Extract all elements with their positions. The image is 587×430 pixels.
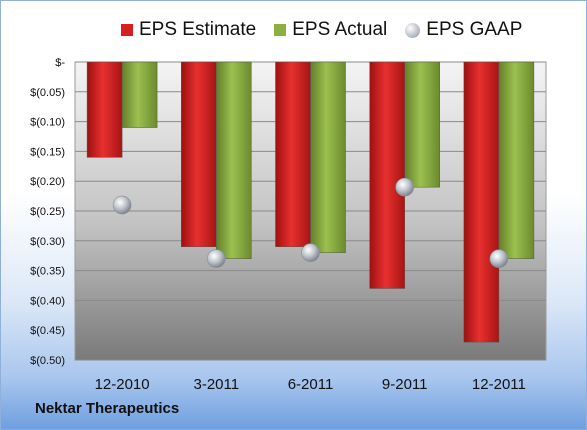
legend-swatch-eps-estimate	[121, 24, 133, 36]
y-tick-label: $(0.25)	[30, 206, 65, 218]
bar-eps-actual	[216, 61, 252, 259]
legend-item-eps-actual: EPS Actual	[274, 19, 387, 41]
marker-eps-gaap	[489, 249, 509, 268]
y-tick-label: $(0.10)	[30, 117, 65, 129]
marker-eps-gaap	[395, 177, 415, 197]
y-tick-label: $(0.45)	[30, 325, 65, 337]
bar-eps-estimate	[275, 61, 311, 248]
y-tick-label: $(0.05)	[30, 87, 65, 99]
x-tick-label: 12-2011	[472, 376, 526, 393]
y-tick-label: $-	[55, 57, 65, 69]
y-tick-label: $(0.20)	[30, 176, 65, 188]
legend-label-eps-actual: EPS Actual	[292, 19, 388, 40]
y-tick-label: $(0.50)	[30, 355, 65, 367]
y-tick-label: $(0.35)	[30, 266, 65, 278]
bar-eps-estimate	[463, 61, 500, 343]
legend-label-eps-gaap: EPS GAAP	[426, 19, 523, 40]
legend-item-eps-gaap: EPS GAAP	[405, 19, 522, 41]
bar-eps-estimate	[369, 61, 405, 289]
bar-eps-actual	[498, 61, 535, 259]
legend-label-eps-estimate: EPS Estimate	[139, 19, 257, 40]
bar-eps-estimate	[181, 61, 217, 248]
x-tick-label: 3-2011	[194, 376, 240, 393]
bar-eps-actual	[404, 61, 440, 188]
marker-eps-gaap	[112, 195, 132, 215]
x-tick-label: 12-2010	[95, 376, 150, 393]
y-tick-label: $(0.15)	[30, 146, 65, 158]
marker-eps-gaap	[301, 243, 320, 263]
bar-eps-estimate	[86, 61, 123, 158]
chart-legend: EPS Estimate EPS Actual EPS GAAP	[121, 15, 522, 45]
y-tick-label: $(0.40)	[30, 295, 65, 307]
x-tick-label: 6-2011	[288, 376, 334, 393]
legend-item-eps-estimate: EPS Estimate	[121, 19, 256, 41]
company-name: Nektar Therapeutics	[35, 400, 180, 417]
legend-swatch-eps-gaap	[405, 22, 421, 38]
bar-eps-actual	[310, 61, 346, 253]
y-tick-label: $(0.30)	[30, 236, 65, 248]
legend-swatch-eps-actual	[274, 24, 287, 36]
bar-eps-actual	[121, 61, 158, 128]
marker-eps-gaap	[207, 249, 226, 268]
x-tick-label: 9-2011	[382, 376, 428, 393]
